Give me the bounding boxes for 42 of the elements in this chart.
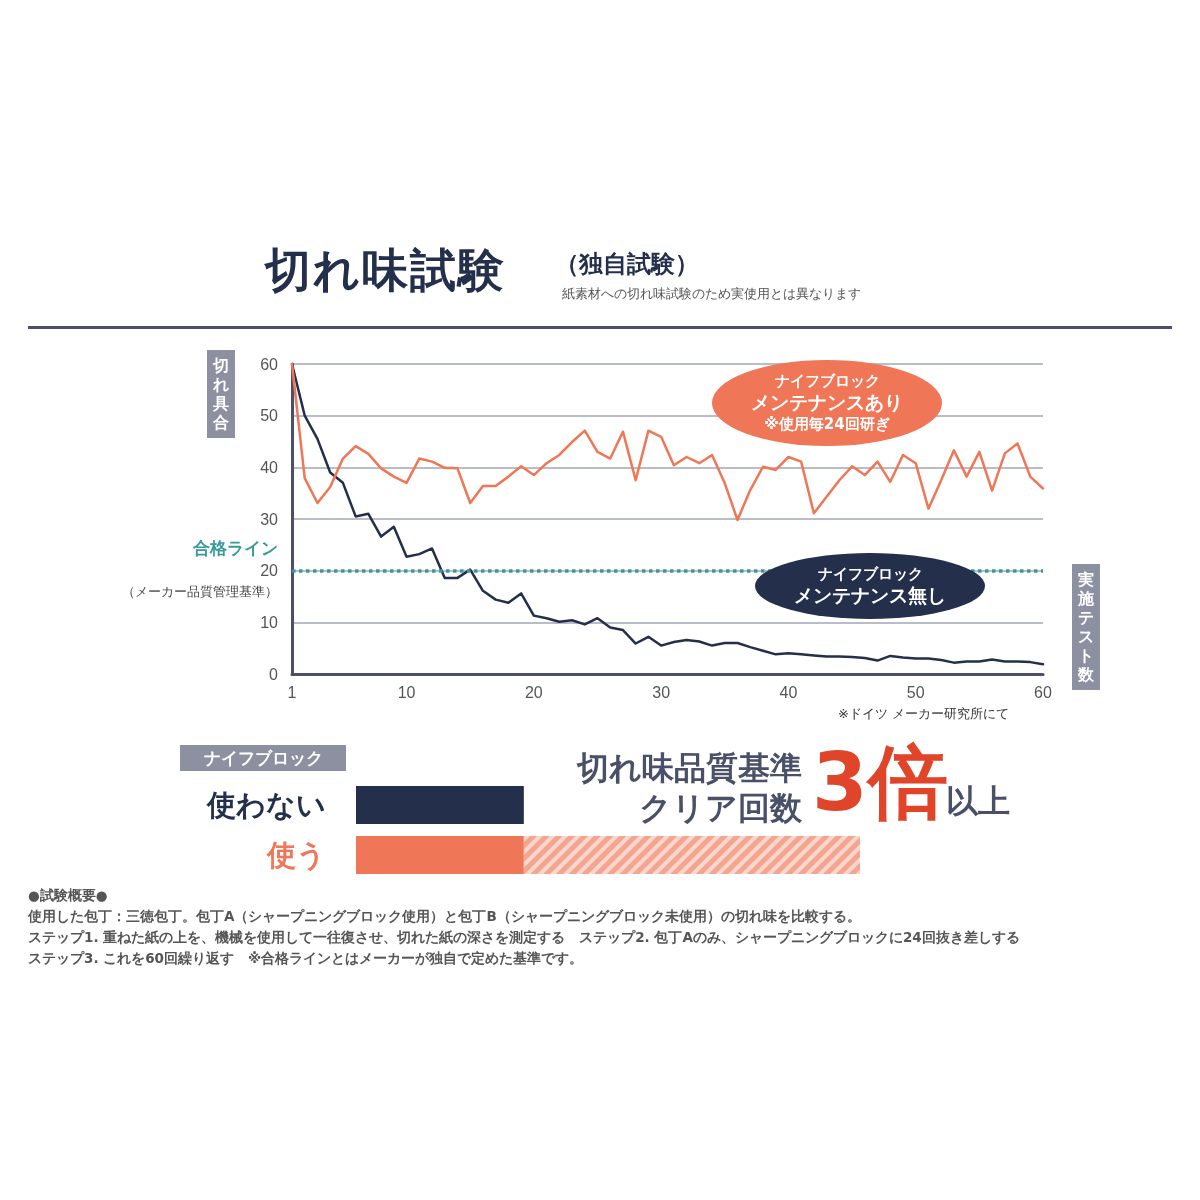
x-axis-title: 実施テスト数 [1077, 570, 1095, 684]
y-tick-label: 40 [260, 458, 279, 476]
annotation: メンテナンスあり [751, 391, 903, 415]
annotation: 3倍 [812, 735, 948, 831]
y-tick-label: 使わない [206, 789, 326, 821]
speech-bubble: ナイフブロック メンテナンスあり ※使用毎24回研ぎ [712, 360, 942, 446]
text: （メーカー品質管理基準） [122, 582, 278, 601]
x-tick-label: 20 [524, 683, 543, 701]
y-tick-label: 30 [260, 510, 279, 528]
x-tick-label: 50 [906, 683, 925, 701]
text: ※ドイツ メーカー研究所にて [838, 705, 1010, 723]
annotation: ナイフブロック [817, 564, 923, 584]
chart-subtitle: （独自試験） [555, 249, 699, 280]
chart-title: 切れ味試験 [265, 242, 506, 299]
y-tick-label: 0 [269, 665, 279, 683]
text: 以上 [946, 782, 1010, 820]
y-tick-label: 50 [260, 407, 279, 425]
line-series [290, 362, 1045, 522]
y-axis-title: ナイフブロック [180, 745, 346, 771]
x-tick-label: 1 [287, 683, 297, 701]
y-tick-label: 60 [260, 355, 279, 373]
text: 使用した包丁：三徳包丁。包丁A（シャープニングブロック使用）と包丁B（シャープニングブロック未使用）の切れ味を比較する。 [28, 908, 861, 926]
y-tick-label: 10 [260, 613, 279, 631]
speech-bubble: ナイフブロック メンテナンス無し [755, 553, 985, 619]
text: ステップ3. これを60回繰り返す ※合格ラインとはメーカーが独自で定めた基準です。 [28, 950, 584, 968]
annotation: 切れ味品質基準 [577, 749, 802, 787]
annotation: ナイフブロック [774, 372, 880, 392]
annotation: ※使用毎24回研ぎ [764, 414, 890, 434]
text: ステップ1. 重ねた紙の上を、機械を使用して一往復させ、切れた紙の深さを測定する ステップ2. 包丁Aのみ、シャープニングブロックに24回抜き差しする [28, 929, 1020, 947]
annotation: メンテナンス無し [794, 583, 946, 608]
x-tick-label: 30 [652, 683, 671, 701]
text: ●試験概要● [28, 887, 108, 905]
x-tick-label: 10 [397, 683, 416, 701]
x-tick-label: 60 [1034, 683, 1052, 701]
ref-line-label: 合格ライン [193, 536, 278, 560]
line-series [290, 362, 1045, 666]
annotation: クリア回数 [639, 788, 802, 829]
y-axis-title: 切れ具合 [212, 356, 230, 432]
y-tick-label: 20 [260, 562, 279, 580]
y-tick-label: 使う [266, 839, 326, 872]
x-tick-label: 40 [779, 683, 798, 701]
text: 紙素材への切れ味試験のため実使用とは異なります [562, 285, 861, 303]
